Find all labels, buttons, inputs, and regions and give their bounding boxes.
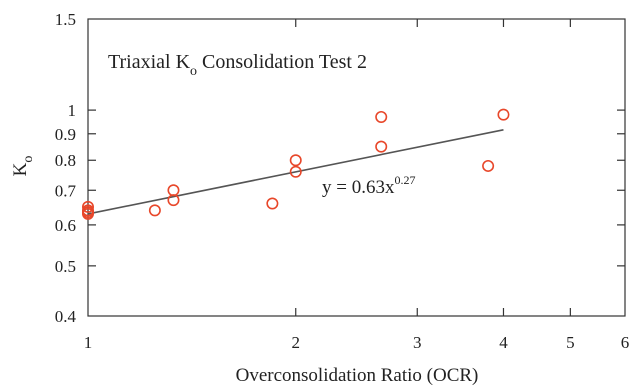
- trendline-group: [87, 129, 504, 215]
- y-tick-label: 0.5: [55, 257, 76, 276]
- data-point: [497, 108, 510, 121]
- y-tick-label: 0.6: [55, 216, 76, 235]
- y-axis-label-main: K: [10, 162, 31, 176]
- y-tick-label: 0.9: [55, 125, 76, 144]
- plot-frame: [87, 18, 626, 317]
- data-points: [82, 108, 510, 220]
- chart-title-subscript: o: [190, 64, 197, 79]
- x-tick-label: 5: [566, 333, 575, 352]
- data-point: [289, 154, 302, 167]
- data-point: [482, 159, 495, 172]
- y-tick-label: 0.4: [55, 307, 77, 326]
- trendline: [87, 129, 504, 215]
- data-point: [148, 204, 161, 217]
- x-tick-label: 3: [413, 333, 422, 352]
- trendline-equation-base: y = 0.63x: [322, 177, 395, 198]
- x-tick-label: 2: [291, 333, 300, 352]
- y-axis-label-subscript: o: [21, 156, 36, 163]
- x-axis-label: Overconsolidation Ratio (OCR): [236, 365, 479, 386]
- data-point: [375, 140, 388, 153]
- data-point: [82, 206, 95, 219]
- x-tick-label: 1: [84, 333, 93, 352]
- tick-labels: 1 2 3 4 5 6 0.4 0.5 0.6 0.7 0.8 0.9 1 1.5: [55, 10, 630, 352]
- data-point: [82, 200, 95, 213]
- axis-ticks: [88, 19, 625, 316]
- data-point: [375, 110, 388, 123]
- chart-title-rest: Consolidation Test 2: [197, 51, 367, 73]
- x-tick-label: 4: [499, 333, 508, 352]
- data-point: [289, 165, 302, 178]
- y-tick-label: 0.7: [55, 181, 77, 200]
- x-tick-label: 6: [621, 333, 630, 352]
- y-tick-label: 1: [68, 101, 77, 120]
- y-tick-label: 0.8: [55, 151, 76, 170]
- chart-title-main: Triaxial K: [108, 51, 191, 73]
- y-tick-label: 1.5: [55, 10, 76, 29]
- chart-title: Triaxial Ko Consolidation Test 2: [108, 51, 367, 79]
- y-axis-label: Ko: [10, 156, 36, 177]
- trendline-equation: y = 0.63x0.27: [322, 173, 415, 198]
- data-point: [266, 197, 279, 210]
- data-point: [167, 184, 180, 197]
- trendline-equation-exponent: 0.27: [394, 173, 415, 187]
- data-point: [167, 194, 180, 207]
